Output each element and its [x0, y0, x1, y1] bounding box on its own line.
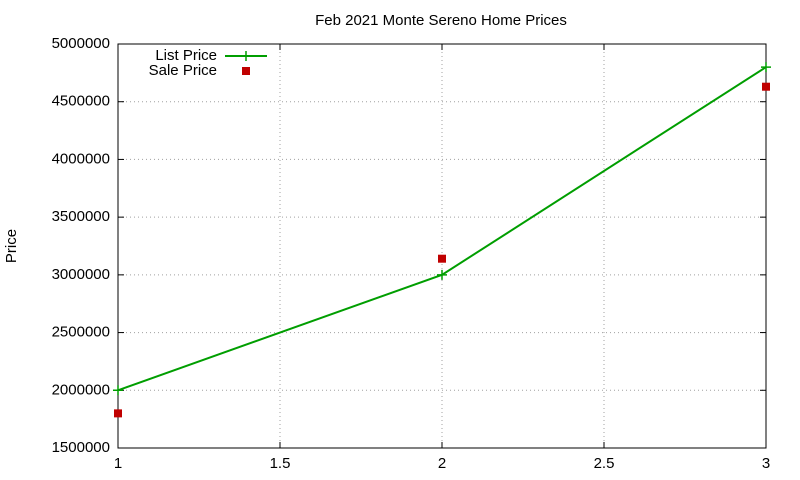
legend-label: Sale Price [149, 62, 217, 79]
y-tick-label: 5000000 [52, 35, 110, 52]
x-tick-label: 2 [438, 455, 446, 472]
y-tick-label: 2000000 [52, 381, 110, 398]
y-tick-label: 1500000 [52, 439, 110, 456]
plot-border [117, 43, 767, 449]
data-point [761, 62, 771, 73]
x-tick-label: 1.5 [270, 455, 291, 472]
data-point [438, 254, 446, 263]
data-point [762, 82, 770, 91]
y-tick-label: 3000000 [52, 266, 110, 283]
legend-marker [241, 51, 251, 61]
legend-marker [242, 67, 250, 75]
y-tick-label: 2500000 [52, 324, 110, 341]
x-tick-label: 3 [762, 455, 770, 472]
y-axis-label: Price [3, 229, 20, 263]
data-point [437, 269, 447, 280]
y-tick-label: 4500000 [52, 93, 110, 110]
data-point [113, 385, 123, 396]
x-tick-label: 2.5 [594, 455, 615, 472]
x-tick-label: 1 [114, 455, 122, 472]
y-tick-label: 4000000 [52, 150, 110, 167]
legend-label: List Price [155, 47, 217, 64]
chart-title: Feb 2021 Monte Sereno Home Prices [315, 12, 567, 29]
y-tick-label: 3500000 [52, 208, 110, 225]
data-point [114, 409, 122, 418]
